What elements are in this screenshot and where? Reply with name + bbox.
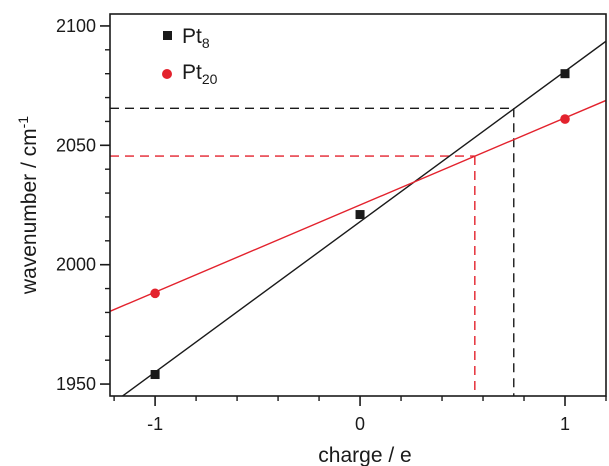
x-axis-ticks: -1 0 1 (113, 396, 607, 434)
legend-label-pt8: Pt8 (182, 25, 210, 51)
legend-label-pt8-sub: 8 (202, 35, 210, 51)
data-point-pt20 (560, 114, 570, 124)
data-point-pt8 (355, 210, 365, 220)
x-tick-label: 0 (355, 414, 365, 434)
y-tick-label: 2000 (56, 255, 96, 275)
legend-entry-pt8: Pt8 (163, 25, 210, 51)
data-markers (150, 69, 570, 380)
legend: Pt8 Pt20 (162, 25, 218, 87)
legend-label-pt20-base: Pt (182, 61, 202, 84)
y-tick-label: 2050 (56, 135, 96, 155)
legend-marker-pt20 (162, 69, 172, 79)
y-tick-label: 2100 (56, 16, 96, 36)
legend-marker-pt8 (163, 31, 172, 40)
y-axis-label-sup: -1 (15, 116, 31, 129)
legend-label-pt20-sub: 20 (202, 71, 218, 87)
plot-frame (109, 13, 607, 397)
y-tick-label: 1950 (56, 374, 96, 394)
legend-label-pt20: Pt20 (182, 61, 218, 87)
y-axis-ticks: 1950 2000 2050 2100 (56, 16, 110, 394)
fit-lines (110, 40, 606, 396)
x-tick-label: -1 (147, 414, 163, 434)
legend-label-pt8-base: Pt (182, 25, 202, 48)
fit-line-pt20 (110, 99, 606, 312)
reference-lines (110, 107, 515, 396)
fit-line-pt8 (121, 40, 606, 396)
data-point-pt20 (150, 288, 160, 299)
x-axis-label: charge / e (318, 444, 411, 466)
data-point-pt8 (560, 69, 570, 79)
y-axis-label-main: wavenumber / cm (18, 128, 41, 295)
legend-entry-pt20: Pt20 (162, 61, 218, 87)
x-tick-label: 1 (560, 414, 570, 434)
y-axis-label: wavenumber / cm-1 (15, 116, 41, 295)
data-point-pt8 (150, 370, 160, 380)
